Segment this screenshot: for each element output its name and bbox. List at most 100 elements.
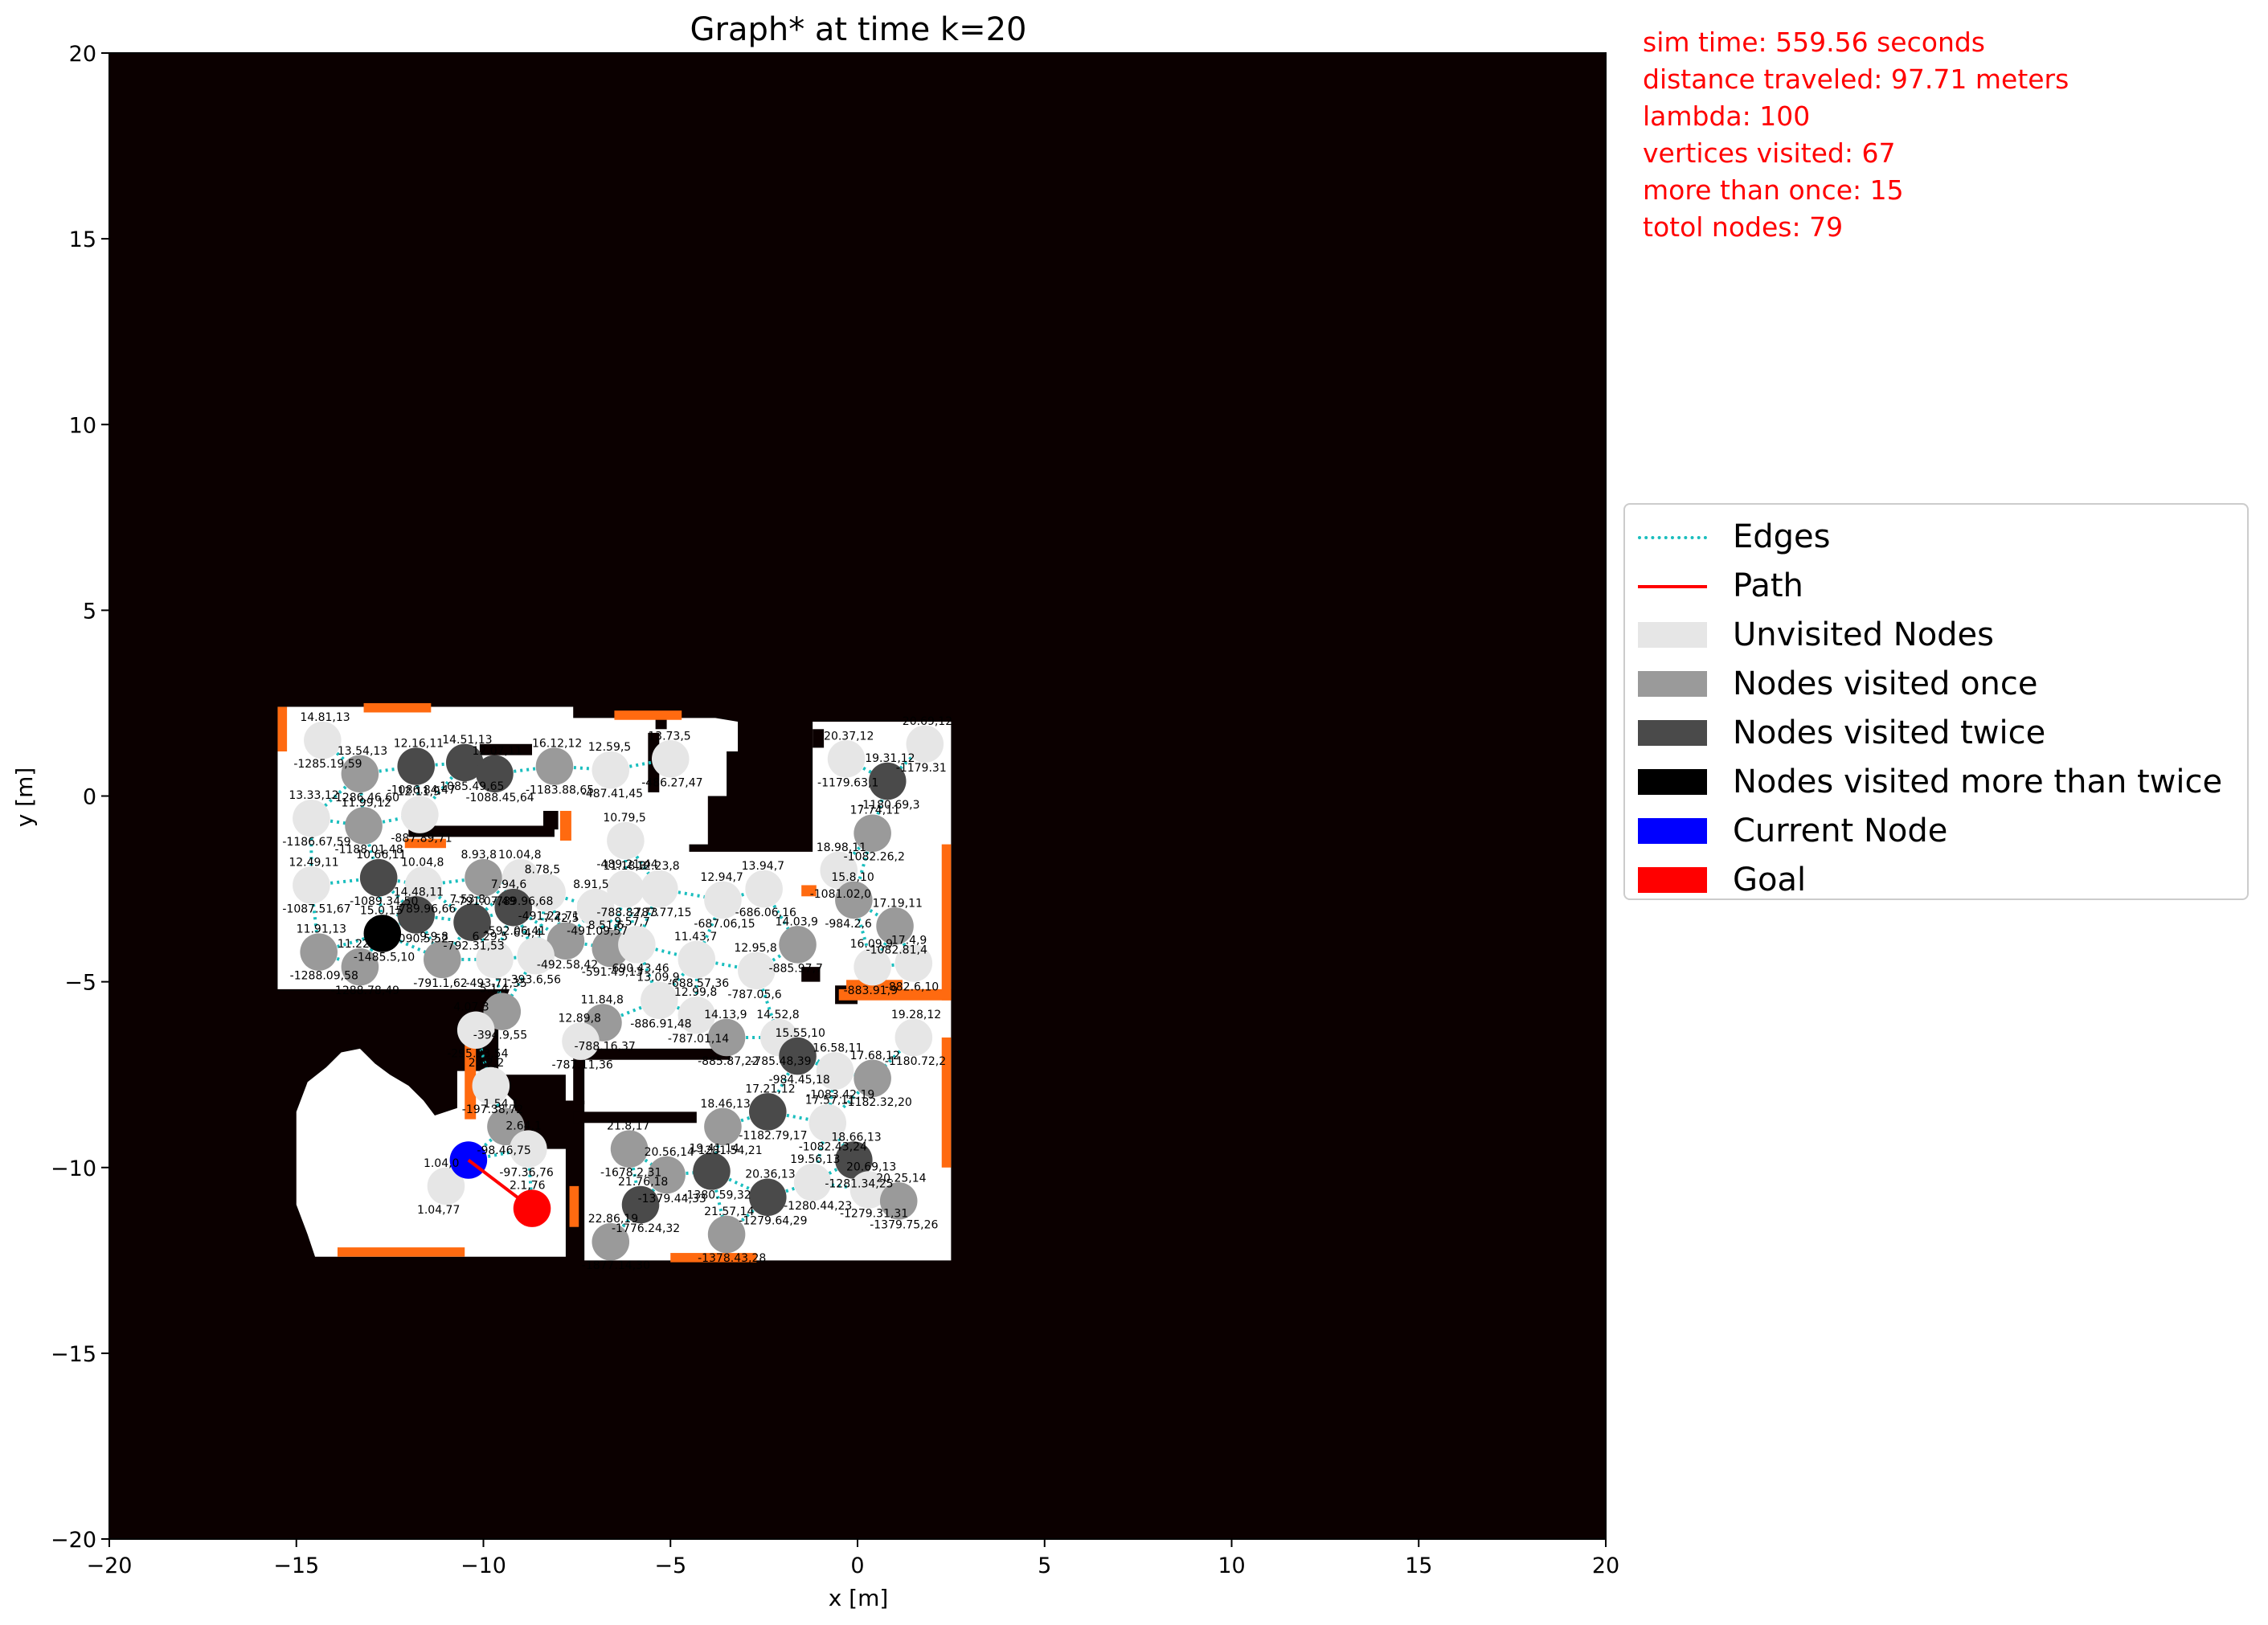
- node-label: 19.41,14: [689, 1142, 739, 1155]
- obstacle: [813, 729, 824, 747]
- node-label: 11.43,7: [674, 931, 717, 943]
- node-cost-label: -486.27,47: [641, 776, 702, 789]
- node-label: 13.33,12: [289, 789, 338, 802]
- node-cost-label: -1087.51,67: [282, 903, 350, 915]
- graph-node: [536, 747, 574, 785]
- node-label: 12.95,8: [734, 942, 776, 955]
- node-label: 10.04,8: [498, 849, 541, 862]
- y-axis: −20−15−10−505101520: [51, 42, 109, 1553]
- node-cost-label: -984.2,6: [825, 918, 872, 931]
- node-label: 17.4,9: [891, 935, 927, 948]
- node-label: 8.93,8: [461, 849, 497, 862]
- lambda-text: lambda: 100: [1643, 98, 2069, 135]
- node-label: 21.8,17: [607, 1120, 649, 1133]
- node-cost-label: -787.05,6: [727, 989, 781, 1001]
- node-cost-label: -1179.63,1: [817, 776, 878, 789]
- node-label: 14.52,8: [756, 1009, 799, 1021]
- graph-node: [693, 1152, 731, 1190]
- graph-node: [779, 926, 817, 964]
- plot-area: 14.81,13-1285.19,5913.54,13-1286.46,6012…: [109, 53, 1606, 1539]
- node-label: 17.57,11: [805, 1094, 855, 1107]
- node-label: 15.55,10: [776, 1027, 825, 1040]
- chart-title: Graph* at time k=20: [690, 11, 1027, 48]
- node-label: 16.09,9: [850, 938, 893, 951]
- y-axis-label: y [m]: [11, 767, 38, 828]
- graph-node: [749, 1178, 787, 1216]
- graph-node: [749, 1093, 787, 1131]
- node-label: 17.74,11: [850, 804, 900, 817]
- node-cost-label: -1378.43,28: [698, 1252, 766, 1265]
- legend-item: Nodes visited more than twice: [1625, 758, 2247, 806]
- node-label: 12.99,8: [674, 986, 717, 999]
- node-cost-label: -882.6,10: [885, 981, 939, 994]
- legend-handle: [1638, 622, 1707, 648]
- node-label: 12.89,8: [559, 1013, 601, 1025]
- node-label: 2.64,1: [506, 1120, 542, 1133]
- node-cost-label: -1380.59,32: [682, 1189, 751, 1201]
- legend-item: Unvisited Nodes: [1625, 611, 2247, 659]
- node-label: 13.54,13: [338, 745, 387, 758]
- legend-label: Edges: [1733, 513, 1831, 561]
- legend-item: Nodes visited twice: [1625, 709, 2247, 757]
- obstacle-edge: [364, 703, 432, 713]
- legend-label: Nodes visited more than twice: [1733, 758, 2222, 806]
- node-cost-label: -785.48,39: [750, 1055, 811, 1068]
- node-label: 7.42,5: [543, 912, 579, 925]
- node-label: 13.73,5: [648, 730, 690, 743]
- node-label: 19.28,12: [891, 1009, 941, 1021]
- node-cost-label: -788.16,37: [574, 1040, 635, 1053]
- legend-label: Nodes visited twice: [1733, 709, 2045, 757]
- y-tick-label: −15: [51, 1342, 96, 1367]
- node-cost-label: -1485.5,10: [354, 952, 415, 964]
- graph-node: [678, 941, 716, 979]
- legend-label: Unvisited Nodes: [1733, 611, 1994, 659]
- node-cost-label: -1379.75,26: [870, 1218, 938, 1231]
- node-label: 2.62,2: [469, 1057, 505, 1070]
- node-label: 12.59,5: [588, 741, 631, 754]
- node-label: 7.94,6: [491, 878, 527, 891]
- graph-node: [652, 740, 690, 778]
- more-than-once-text: more than once: 15: [1643, 172, 2069, 209]
- node-cost-label: -791.1,62: [413, 977, 467, 990]
- total-nodes-text: totol nodes: 79: [1643, 209, 2069, 246]
- node-cost-label: -1288.09,58: [290, 970, 358, 983]
- y-tick-label: 10: [69, 413, 96, 438]
- graph-node: [641, 870, 678, 908]
- x-tick-label: −15: [273, 1553, 319, 1578]
- graph-node: [300, 933, 338, 971]
- y-tick-label: 5: [83, 599, 96, 624]
- graph-node: [401, 796, 439, 833]
- node-cost-label: -787.01,14: [668, 1033, 729, 1046]
- stats-panel: sim time: 559.56 seconds distance travel…: [1643, 24, 2069, 246]
- node-label: 18.66,13: [831, 1132, 881, 1144]
- node-label: 6.29,5: [472, 931, 508, 943]
- graph-node: [895, 1019, 933, 1057]
- y-tick-label: −20: [51, 1528, 96, 1553]
- legend-handle: [1638, 818, 1707, 844]
- node-label: 12.07,11: [472, 745, 522, 758]
- node-label: 18.46,13: [700, 1098, 750, 1111]
- node-label: 20.69,12: [903, 715, 952, 728]
- obstacle-edge: [560, 811, 571, 841]
- x-tick-label: 20: [1592, 1553, 1619, 1578]
- obstacle-edge: [942, 845, 952, 1001]
- node-label: 10.79,5: [603, 812, 645, 825]
- legend-handle: [1638, 671, 1707, 697]
- node-label: 19.56,13: [790, 1153, 840, 1166]
- node-label: 11.84,8: [580, 993, 623, 1006]
- x-tick-label: 15: [1405, 1553, 1432, 1578]
- node-label: 17.19,11: [873, 897, 923, 910]
- node-cost-label: -1877.14,30: [582, 1259, 650, 1272]
- x-tick-label: 10: [1218, 1553, 1245, 1578]
- node-cost-label: -1285.19,59: [293, 758, 362, 771]
- node-label: 14.13,9: [704, 1009, 747, 1021]
- x-axis: −20 −15 −10 −5 0 5 10 15 20: [87, 1539, 1620, 1578]
- node-label: 14.81,13: [300, 711, 350, 724]
- node-cost-label: -1182.79,17: [739, 1129, 807, 1142]
- graph-node: [607, 822, 645, 860]
- node-label: 15.8,10: [831, 871, 874, 884]
- graph-node: [745, 870, 783, 908]
- sim-time-text: sim time: 559.56 seconds: [1643, 24, 2069, 61]
- x-tick-label: −20: [87, 1553, 133, 1578]
- node-cost-label: -487.41,45: [582, 788, 643, 800]
